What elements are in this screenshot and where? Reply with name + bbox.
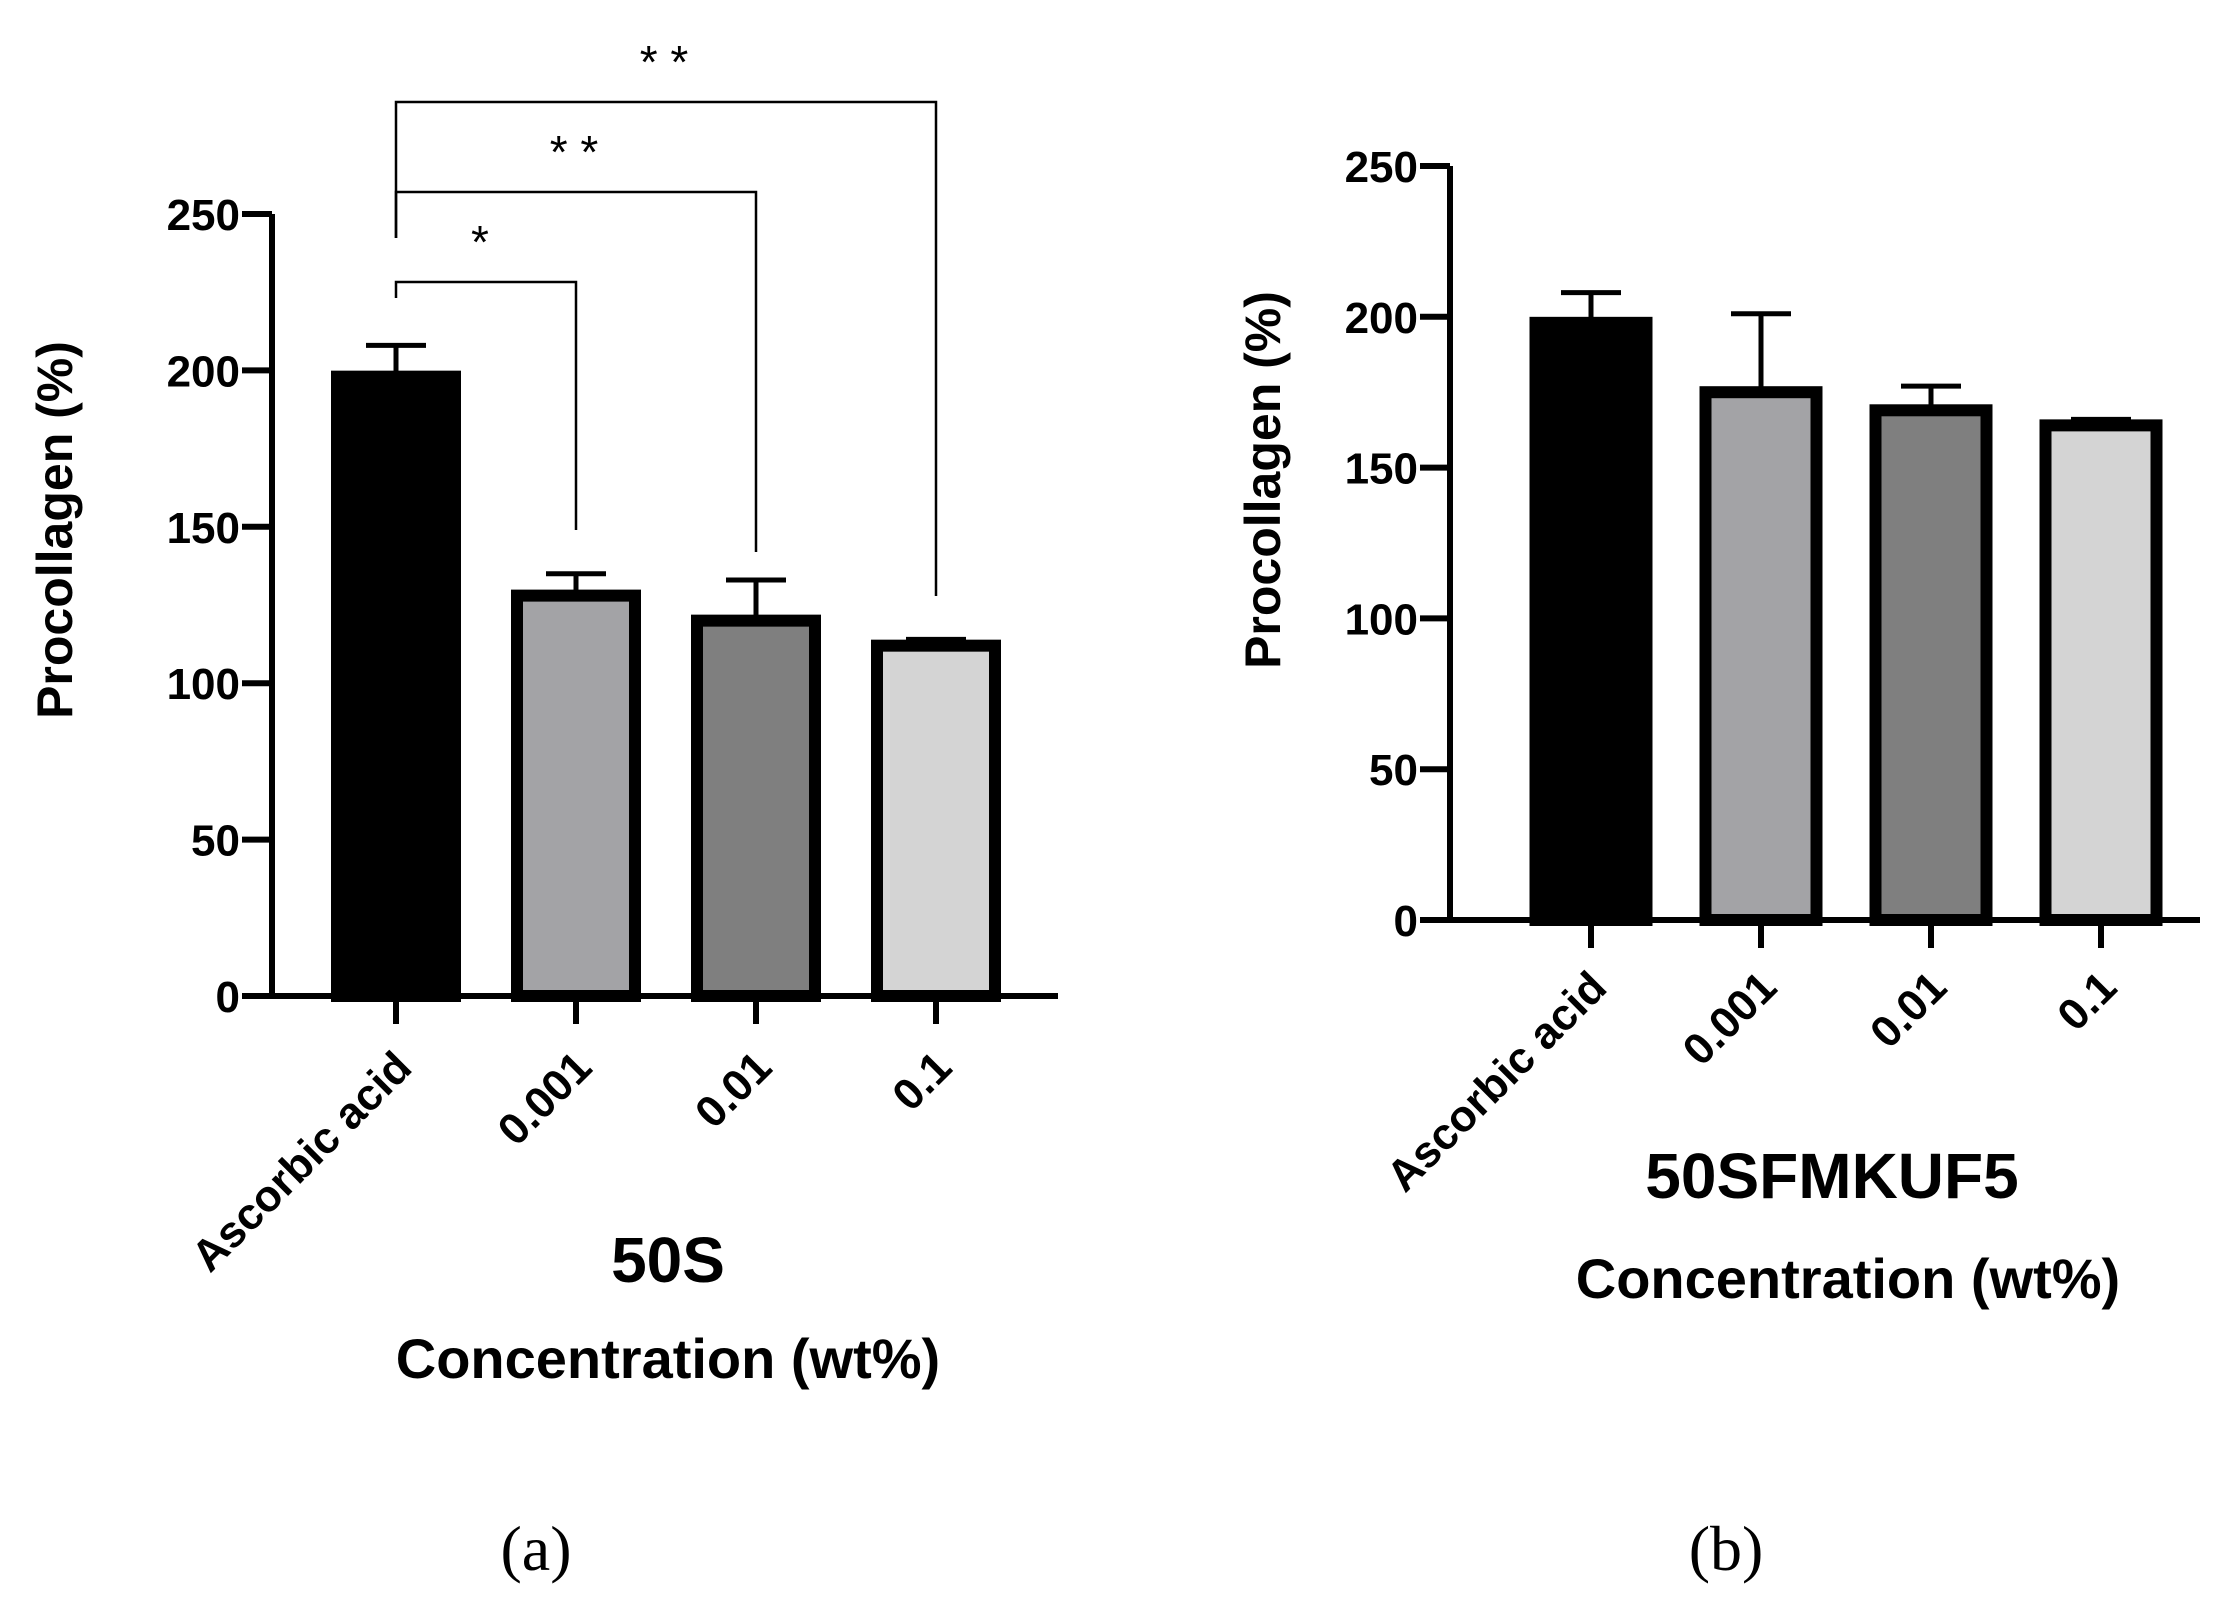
significance-bracket-a-2 xyxy=(394,100,938,596)
error-bars-a xyxy=(366,342,966,646)
significance-bracket-a-0 xyxy=(394,280,578,530)
significance-brackets-a: * * * * * xyxy=(394,36,938,596)
x-category-label-a-3: 0.1 xyxy=(883,1042,961,1120)
bar-a-0 xyxy=(331,370,461,1002)
bar-a-3 xyxy=(871,639,1001,1002)
y-tick-label-a-0: 0 xyxy=(216,973,240,1022)
x-category-label-b-1: 0.001 xyxy=(1674,962,1787,1075)
x-axis-title-b: Concentration (wt%) xyxy=(1576,1247,2120,1310)
x-category-label-b-3: 0.1 xyxy=(2048,962,2126,1040)
significance-label-a-1: * * xyxy=(550,126,599,178)
panel-label-b: (b) xyxy=(1689,1513,1764,1584)
bars-b xyxy=(1529,316,2163,927)
x-category-label-a-0: Ascorbic acid xyxy=(182,1042,421,1281)
bar-b-3 xyxy=(2039,419,2163,926)
y-axis-title-b: Procollagen (%) xyxy=(1235,291,1291,669)
y-tick-label-a-1: 50 xyxy=(191,817,240,866)
bar-b-2 xyxy=(1869,404,1993,926)
y-tick-label-b-3: 150 xyxy=(1345,445,1418,494)
chart-title-b: 50SFMKUF5 xyxy=(1645,1140,2018,1212)
significance-label-a-0: * xyxy=(471,216,489,268)
x-category-label-b-0: Ascorbic acid xyxy=(1377,962,1616,1201)
x-category-label-b-2: 0.01 xyxy=(1861,962,1956,1057)
y-tick-label-b-1: 50 xyxy=(1369,746,1418,795)
chart-title-a: 50S xyxy=(611,1224,725,1296)
chart-panel-b: 0 50 100 150 200 250 Ascorbic acid 0.001 0.01 0.1… xyxy=(1235,143,2200,1584)
panel-label-a: (a) xyxy=(500,1513,571,1584)
y-tick-label-b-4: 200 xyxy=(1345,294,1418,343)
y-tick-label-b-5: 250 xyxy=(1345,143,1418,192)
axes-a xyxy=(242,211,1058,1024)
y-tick-label-a-4: 200 xyxy=(167,347,240,396)
bar-a-2 xyxy=(691,614,821,1002)
y-tick-label-a-3: 150 xyxy=(167,504,240,553)
axes-b xyxy=(1420,163,2200,948)
bar-a-1 xyxy=(511,589,641,1003)
y-tick-label-b-2: 100 xyxy=(1345,595,1418,644)
chart-panel-a: * * * * * 0 50 100 150 200 250 Ascorbic acid 0.00… xyxy=(27,36,1058,1584)
x-axis-title-a: Concentration (wt%) xyxy=(396,1327,940,1390)
x-category-label-a-1: 0.001 xyxy=(489,1042,602,1155)
y-axis-title-a: Procollagen (%) xyxy=(27,341,83,719)
bar-b-1 xyxy=(1699,386,1823,926)
error-bars-b xyxy=(1561,290,2131,426)
y-tick-label-a-5: 250 xyxy=(167,191,240,240)
bars-a xyxy=(331,370,1001,1003)
y-tick-label-a-2: 100 xyxy=(167,660,240,709)
significance-label-a-2: * * xyxy=(640,36,689,88)
bar-b-0 xyxy=(1529,316,1653,927)
x-category-label-a-2: 0.01 xyxy=(686,1042,781,1137)
y-tick-label-b-0: 0 xyxy=(1394,897,1418,946)
